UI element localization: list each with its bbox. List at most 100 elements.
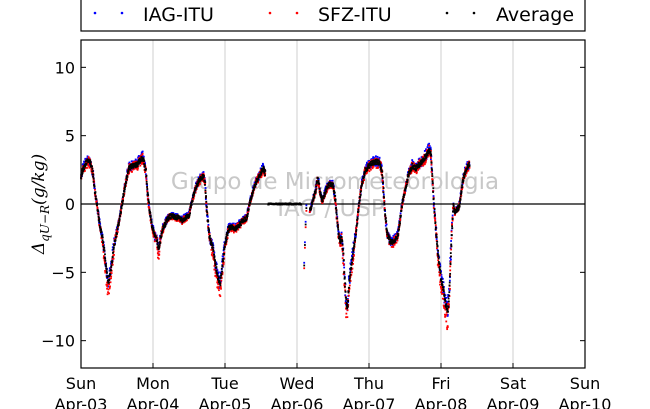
sfz-point xyxy=(430,163,433,166)
average-point xyxy=(443,293,446,296)
average-point xyxy=(359,194,362,196)
average-point xyxy=(211,243,214,246)
average-point xyxy=(144,165,146,168)
legend-entry-sfz: SFZ-ITU xyxy=(268,4,392,26)
average-point xyxy=(322,196,325,199)
iag-point xyxy=(146,184,149,186)
average-point xyxy=(174,215,176,218)
average-point xyxy=(149,216,152,219)
average-point xyxy=(315,182,318,185)
sfz-point xyxy=(450,237,453,240)
sfz-point xyxy=(399,218,402,220)
average-point xyxy=(422,157,425,160)
x-tick-label-day: Tue xyxy=(210,374,238,393)
iag-point xyxy=(399,212,402,215)
average-point xyxy=(212,246,214,249)
average-point xyxy=(303,264,306,267)
sfz-point xyxy=(443,306,446,308)
average-point xyxy=(331,185,333,188)
sfz-point xyxy=(128,169,131,172)
y-axis-label-unit: (g/kg) xyxy=(29,154,49,205)
sfz-point xyxy=(218,294,221,296)
iag-point xyxy=(235,222,237,225)
sfz-point xyxy=(106,293,109,296)
iag-point xyxy=(329,179,331,182)
sfz-point xyxy=(367,169,370,171)
iag-point xyxy=(446,313,449,316)
average-point xyxy=(336,221,339,224)
sfz-point xyxy=(346,299,349,301)
sfz-point xyxy=(388,243,391,246)
sfz-point xyxy=(110,275,113,278)
average-point xyxy=(241,221,244,224)
average-point xyxy=(348,286,350,289)
sfz-point xyxy=(110,272,113,275)
sfz-point xyxy=(357,206,360,209)
iag-point xyxy=(435,238,438,240)
average-point xyxy=(213,256,216,259)
average-point xyxy=(225,235,228,238)
average-point xyxy=(438,262,441,265)
average-point xyxy=(97,219,100,222)
average-point xyxy=(240,224,242,227)
average-point xyxy=(415,168,418,170)
average-point xyxy=(256,180,259,182)
y-axis-label-sub: qU−R xyxy=(38,205,52,242)
average-point xyxy=(315,188,317,191)
average-point xyxy=(386,231,389,234)
iag-point xyxy=(201,172,204,175)
average-point xyxy=(345,301,348,304)
average-point xyxy=(345,305,348,307)
average-point xyxy=(416,166,419,169)
average-point xyxy=(458,204,461,207)
average-point xyxy=(171,216,174,219)
average-point xyxy=(320,195,323,198)
legend-label-sfz: SFZ-ITU xyxy=(318,4,392,26)
average-point xyxy=(428,148,431,151)
sfz-point xyxy=(461,188,463,191)
average-point xyxy=(438,261,440,263)
average-point xyxy=(205,200,208,203)
average-point xyxy=(385,228,388,231)
average-point xyxy=(356,222,359,225)
sfz-point xyxy=(401,203,404,206)
average-point xyxy=(87,158,90,161)
average-point xyxy=(319,191,322,194)
average-point xyxy=(198,178,201,180)
iag-point xyxy=(331,179,334,182)
average-point xyxy=(213,255,216,258)
sfz-point xyxy=(445,311,448,314)
sfz-point xyxy=(415,171,418,174)
sfz-point xyxy=(399,219,402,222)
sfz-point xyxy=(159,240,162,243)
average-point xyxy=(407,175,410,178)
average-point xyxy=(408,170,411,173)
average-point xyxy=(133,162,135,165)
average-point xyxy=(263,168,266,171)
average-point xyxy=(135,161,138,164)
sfz-point xyxy=(342,263,345,266)
sfz-point xyxy=(427,155,429,158)
average-point xyxy=(225,239,228,242)
average-point xyxy=(146,188,149,190)
average-point xyxy=(468,161,471,164)
average-point xyxy=(148,208,151,211)
sfz-point xyxy=(308,211,311,213)
iag-point xyxy=(238,219,241,222)
average-point xyxy=(172,213,174,216)
average-point xyxy=(198,180,201,183)
average-point xyxy=(123,190,126,193)
average-point xyxy=(134,163,137,166)
average-point xyxy=(324,191,327,194)
average-point xyxy=(352,249,355,251)
average-point xyxy=(196,185,198,188)
sfz-point xyxy=(444,301,447,304)
iag-point xyxy=(380,163,383,165)
average-point xyxy=(219,284,222,287)
average-point xyxy=(118,218,121,221)
average-point xyxy=(401,206,403,209)
average-point xyxy=(174,216,177,219)
average-point xyxy=(331,184,334,187)
average-point xyxy=(104,263,107,265)
iag-point xyxy=(197,176,200,179)
